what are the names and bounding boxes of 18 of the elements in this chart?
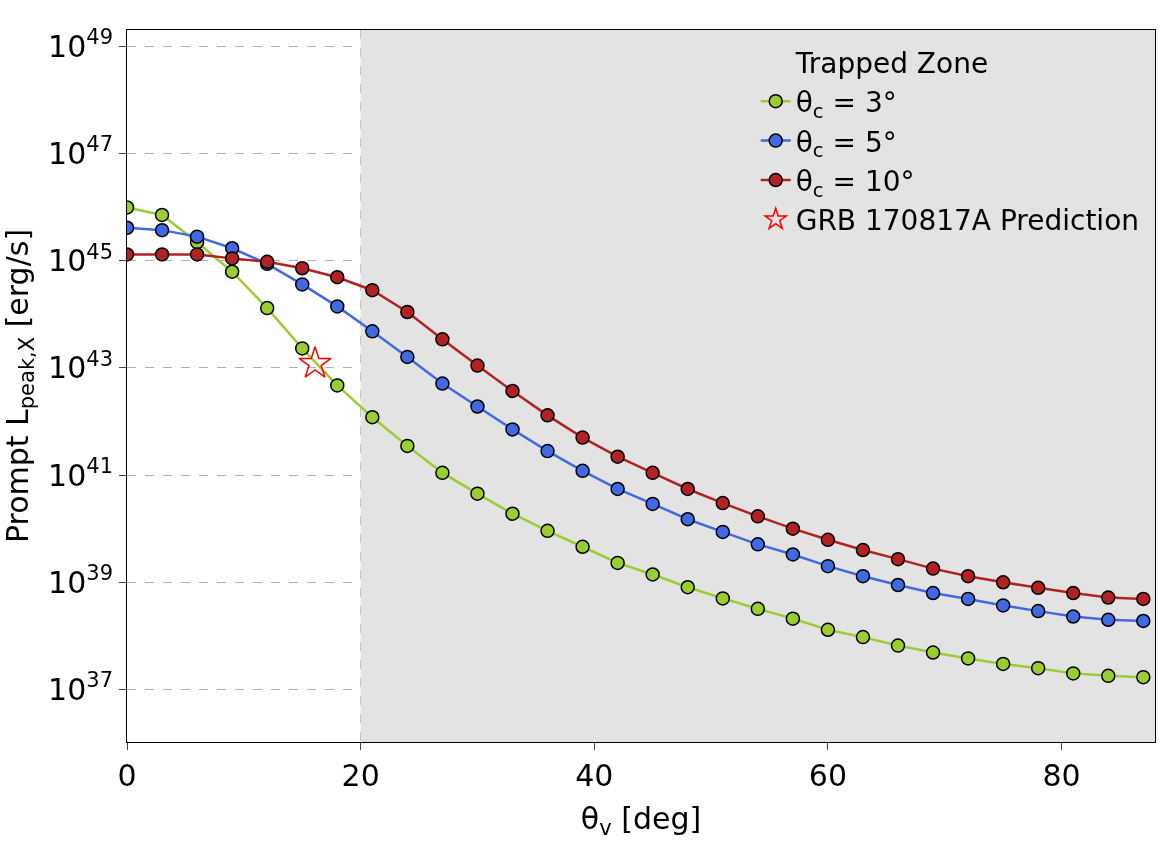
x-tick-label: 40 <box>575 758 614 793</box>
band-label: Trapped Zone <box>794 46 989 80</box>
legend-label: GRB 170817A Prediction <box>795 204 1140 238</box>
legend-label: θ$_{c}$ = 3° <box>795 86 897 124</box>
x-axis-title: θ$_{v}$ [deg] <box>580 800 702 840</box>
x-tick-label: 20 <box>341 758 380 793</box>
legend-label: θ$_{c}$ = 10° <box>795 164 915 202</box>
x-tick-label: 0 <box>117 758 137 793</box>
x-tick-label: 80 <box>1042 758 1081 793</box>
y-tick-label: 10$^{39}$ <box>48 561 113 600</box>
y-tick-label: 10$^{45}$ <box>48 239 113 279</box>
x-tick-label: 60 <box>808 758 847 793</box>
y-tick-label: 10$^{37}$ <box>48 668 113 708</box>
y-tick-label: 10$^{41}$ <box>48 453 113 493</box>
legend-label: θ$_{c}$ = 5° <box>795 125 897 163</box>
y-tick-label: 10$^{47}$ <box>48 132 113 171</box>
y-tick-label: 10$^{43}$ <box>48 346 113 386</box>
y-tick-label: 10$^{49}$ <box>48 25 113 64</box>
